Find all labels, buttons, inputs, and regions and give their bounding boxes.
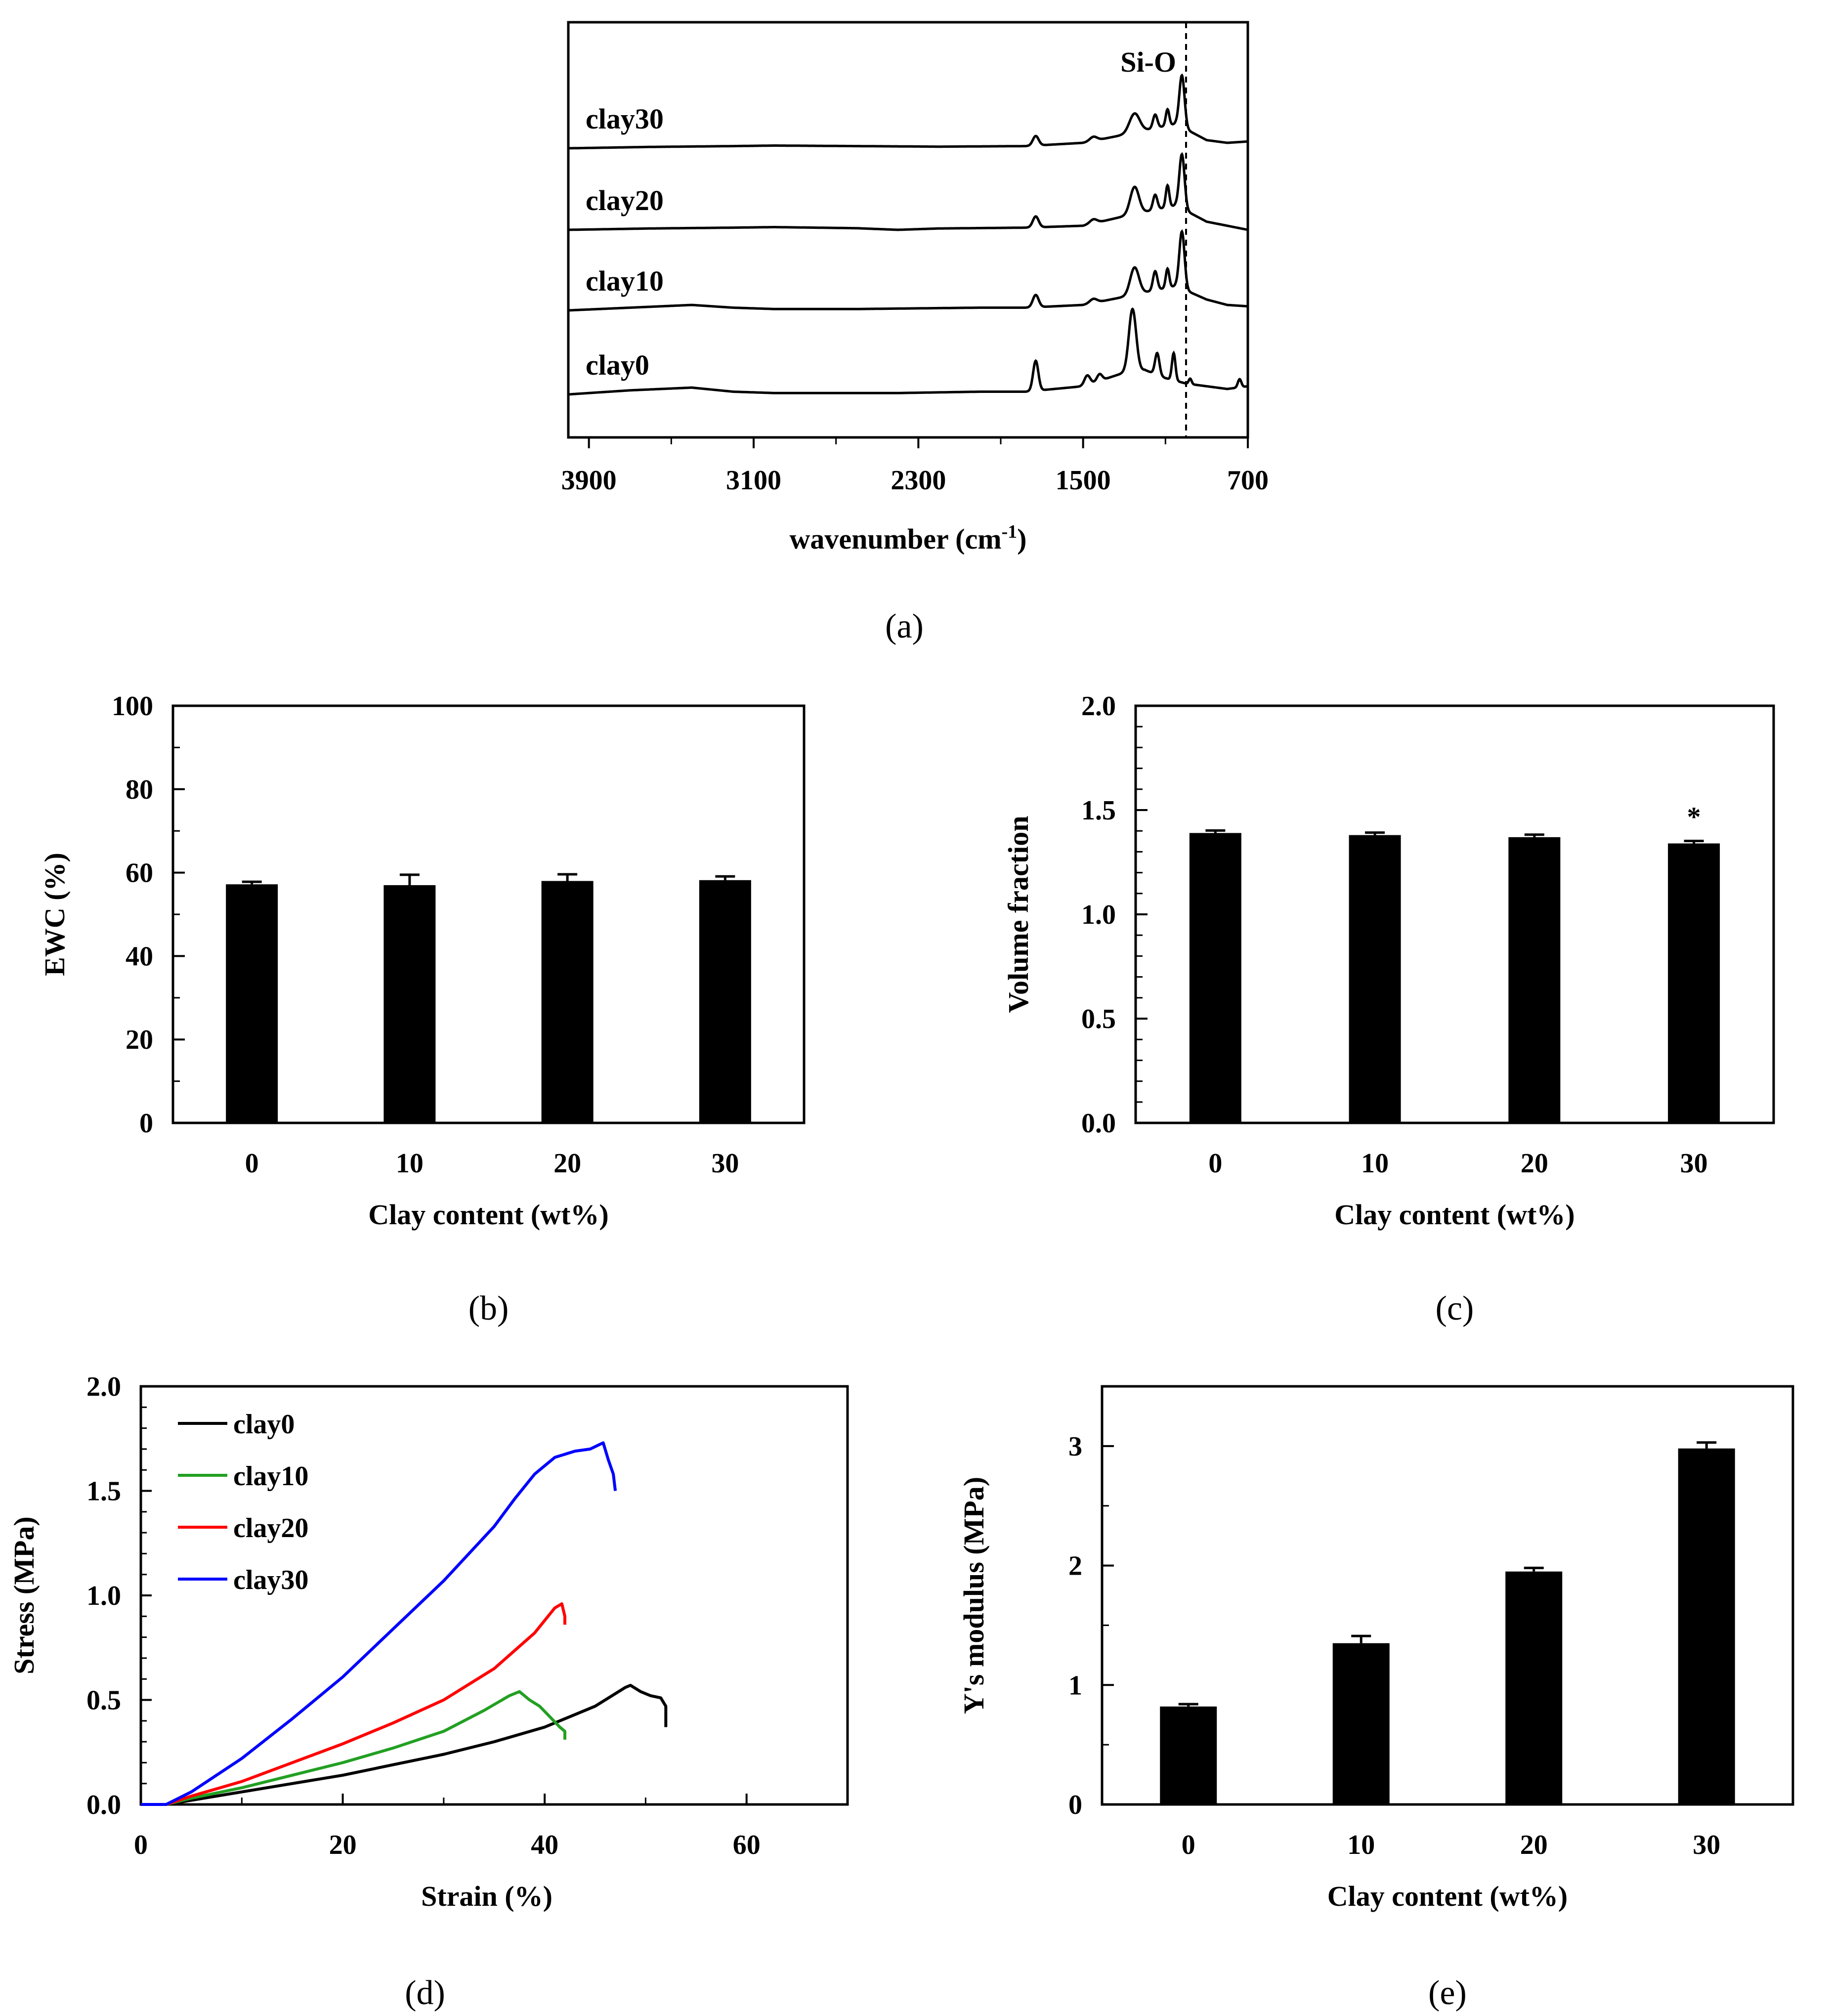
y-tick-label-b: 100 xyxy=(112,691,153,722)
x-tick-label-d: 60 xyxy=(733,1830,761,1860)
y-tick-label-c: 0.5 xyxy=(1081,1004,1116,1034)
bar-c-0 xyxy=(1189,833,1241,1123)
legend-label-clay20: clay20 xyxy=(233,1513,308,1544)
significance-star: * xyxy=(1687,802,1701,832)
y-tick-label-e: 1 xyxy=(1068,1670,1082,1701)
y-tick-label-b: 0 xyxy=(139,1108,153,1139)
bar-b-20 xyxy=(541,881,594,1123)
bar-e-0 xyxy=(1160,1706,1217,1804)
curve-clay0 xyxy=(141,1683,668,1806)
y-tick-label-b: 80 xyxy=(126,774,153,805)
y-tick-label-d: 0.5 xyxy=(86,1685,121,1716)
x-tick-label-a: 1500 xyxy=(1056,465,1111,496)
x-tick-label-e: 30 xyxy=(1693,1830,1720,1860)
legend-label-clay10: clay10 xyxy=(233,1461,308,1492)
bar-e-30 xyxy=(1678,1448,1735,1804)
series-label-clay30: clay30 xyxy=(586,103,664,135)
y-tick-label-b: 20 xyxy=(126,1025,153,1055)
x-axis-label-b: Clay content (wt%) xyxy=(368,1199,608,1231)
si-o-label: Si-O xyxy=(1120,46,1176,78)
bar-c-20 xyxy=(1508,837,1561,1123)
x-tick-label-d: 40 xyxy=(531,1830,558,1860)
y-tick-label-c: 1.0 xyxy=(1081,900,1116,930)
y-tick-label-e: 3 xyxy=(1068,1431,1082,1462)
x-tick-label-c: 10 xyxy=(1361,1148,1389,1179)
caption-e: (e) xyxy=(1428,1974,1467,2012)
x-axis-label-e: Clay content (wt%) xyxy=(1327,1880,1568,1912)
y-axis-label-d: Stress (MPa) xyxy=(8,1516,40,1674)
curve-clay20 xyxy=(141,1602,566,1806)
x-tick-label-a: 700 xyxy=(1227,465,1269,496)
x-tick-label-a: 3100 xyxy=(726,465,781,496)
curve-clay10 xyxy=(141,1690,566,1806)
bar-b-0 xyxy=(226,884,278,1123)
spectrum-clay20 xyxy=(568,152,1248,231)
x-axis-label-end: ) xyxy=(1017,523,1026,555)
x-tick-label-d: 0 xyxy=(134,1830,148,1860)
x-axis-label-d: Strain (%) xyxy=(421,1880,553,1912)
series-label-clay0: clay0 xyxy=(586,349,649,381)
y-axis-label-b: EWC (%) xyxy=(39,853,71,976)
x-tick-label-b: 10 xyxy=(396,1148,424,1179)
bar-e-10 xyxy=(1332,1643,1390,1804)
x-tick-label-b: 20 xyxy=(553,1148,581,1179)
curve-clay30 xyxy=(141,1441,617,1806)
legend-label-clay30: clay30 xyxy=(233,1565,308,1595)
panel-b: 0 20 40 60 80 100 0 10 20 30 Clay content (wt%) EWC… xyxy=(39,691,806,1328)
legend-label-clay0: clay0 xyxy=(233,1409,295,1440)
x-axis-label-c: Clay content (wt%) xyxy=(1334,1199,1574,1231)
y-tick-label-c: 0.0 xyxy=(1081,1108,1116,1139)
y-tick-label-d: 1.5 xyxy=(86,1476,121,1507)
bar-e-20 xyxy=(1505,1571,1563,1804)
x-tick-label-b: 30 xyxy=(711,1148,739,1179)
x-tick-label-a: 2300 xyxy=(891,465,946,496)
y-tick-label-d: 2.0 xyxy=(86,1372,121,1402)
y-axis-label-e: Y's modulus (MPa) xyxy=(958,1477,990,1714)
caption-d: (d) xyxy=(405,1974,445,2012)
x-tick-label-c: 0 xyxy=(1208,1148,1222,1179)
x-tick-label-e: 10 xyxy=(1347,1830,1375,1860)
y-tick-label-d: 0.0 xyxy=(86,1790,121,1820)
y-tick-label-e: 2 xyxy=(1068,1551,1082,1582)
x-tick-label-e: 0 xyxy=(1182,1830,1195,1860)
panel-c: 0.0 0.5 1.0 1.5 2.0 0 10 20 30 * Clay content (wt%… xyxy=(1002,691,1775,1328)
bar-b-10 xyxy=(383,885,436,1123)
y-tick-label-b: 40 xyxy=(126,941,153,972)
x-tick-label-b: 0 xyxy=(245,1148,259,1179)
x-tick-label-a: 3900 xyxy=(561,465,617,496)
caption-c: (c) xyxy=(1436,1289,1474,1328)
series-label-clay10: clay10 xyxy=(586,265,664,297)
x-tick-label-c: 30 xyxy=(1680,1148,1708,1179)
y-axis-label-c: Volume fraction xyxy=(1002,816,1034,1013)
caption-b: (b) xyxy=(468,1289,509,1328)
panel-a: 3900 3100 2300 1500 700 Si-O clay30 clay20 clay1… xyxy=(561,21,1269,645)
caption-a: (a) xyxy=(885,607,924,645)
x-tick-label-e: 20 xyxy=(1520,1830,1548,1860)
x-axis-label-sup: -1 xyxy=(1002,521,1018,542)
x-tick-label-c: 20 xyxy=(1521,1148,1548,1179)
bar-c-10 xyxy=(1349,835,1401,1123)
y-tick-label-d: 1.0 xyxy=(86,1581,121,1611)
plot-frame-e xyxy=(1101,1385,1794,1806)
y-tick-label-b: 60 xyxy=(126,858,153,889)
y-tick-label-c: 1.5 xyxy=(1081,795,1116,826)
x-tick-label-d: 20 xyxy=(329,1830,357,1860)
bar-b-30 xyxy=(699,880,751,1123)
spectrum-clay10 xyxy=(568,229,1248,312)
y-tick-label-c: 2.0 xyxy=(1081,691,1116,722)
panel-d: 0 20 40 60 0.0 0.5 1.0 1.5 2.0 clay0 clay10 clay20 c… xyxy=(8,1372,849,2012)
spectrum-clay30 xyxy=(568,73,1248,150)
series-label-clay20: clay20 xyxy=(586,184,664,216)
x-axis-label-a: wavenumber (cm-1) xyxy=(789,521,1026,555)
spectrum-clay0 xyxy=(568,307,1248,396)
y-tick-label-e: 0 xyxy=(1068,1790,1082,1820)
bar-c-30 xyxy=(1668,843,1720,1123)
